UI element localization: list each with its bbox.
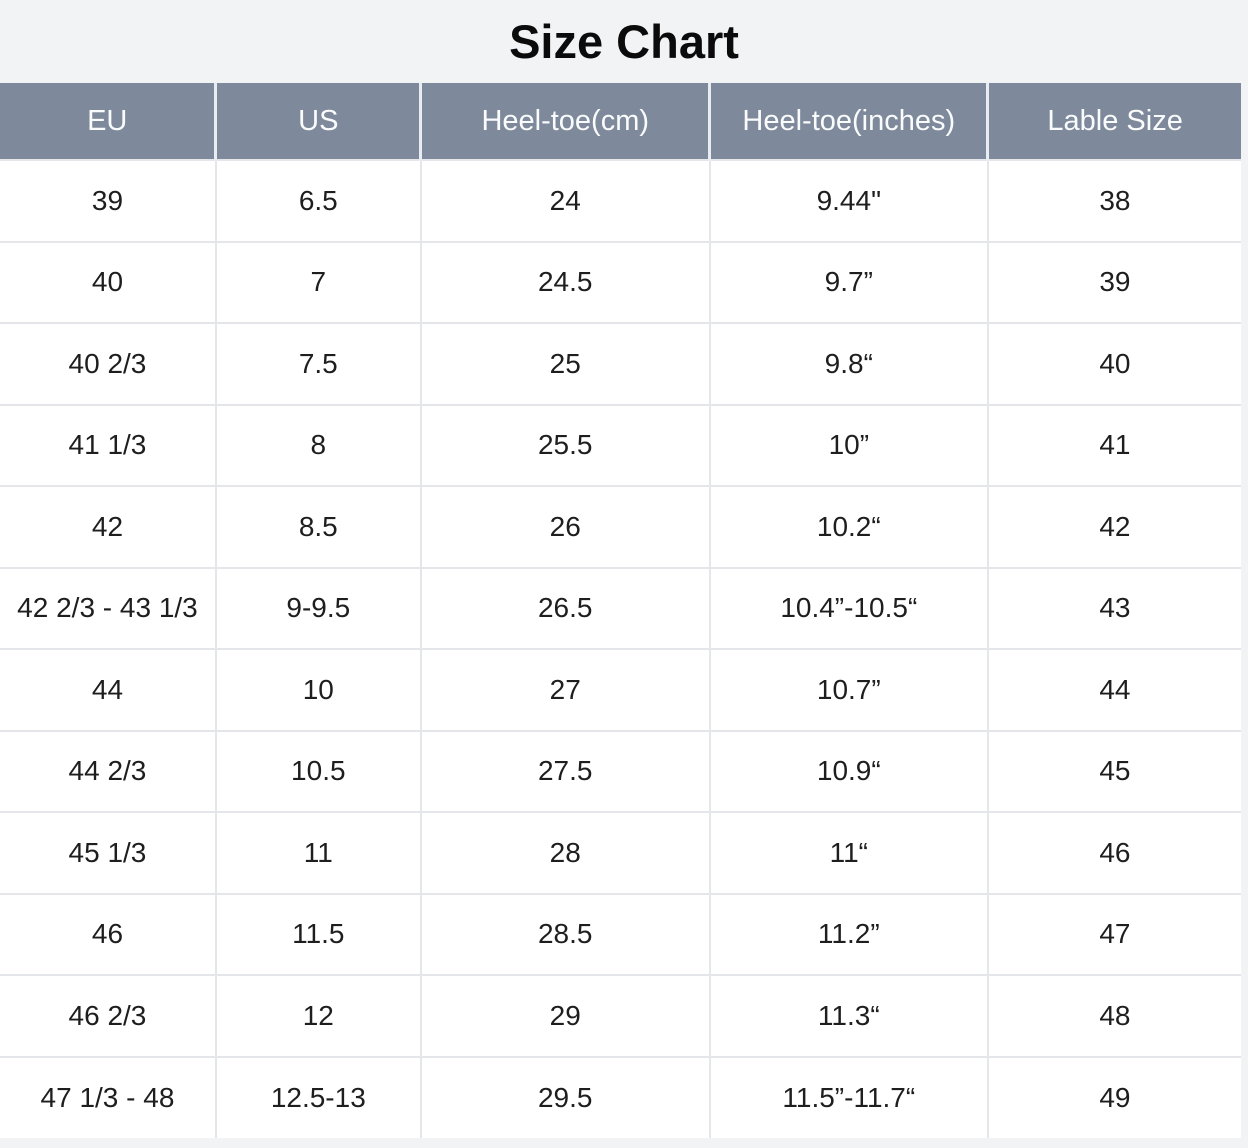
table-cell: 12.5-13 bbox=[214, 1055, 421, 1138]
table-row: 40 7 24.5 9.7” 39 bbox=[0, 240, 1241, 323]
column-header-inches: Heel-toe(inches) bbox=[708, 83, 988, 160]
table-row: 41 1/3 8 25.5 10” 41 bbox=[0, 403, 1241, 486]
table-row: 39 6.5 24 9.44" 38 bbox=[0, 159, 1241, 242]
table-cell: 12 bbox=[214, 974, 421, 1057]
table-cell: 28.5 bbox=[419, 892, 710, 975]
table-cell: 26.5 bbox=[419, 566, 710, 649]
table-cell: 49 bbox=[986, 1055, 1241, 1138]
table-cell: 8.5 bbox=[214, 485, 421, 568]
table-cell: 9.44" bbox=[708, 159, 988, 242]
page-title: Size Chart bbox=[509, 15, 739, 68]
table-cell: 48 bbox=[986, 974, 1241, 1057]
table-cell: 11.2” bbox=[708, 892, 988, 975]
table-cell: 41 bbox=[986, 403, 1241, 486]
table-cell: 10 bbox=[214, 648, 421, 731]
table-cell: 8 bbox=[214, 403, 421, 486]
table-cell: 38 bbox=[986, 159, 1241, 242]
table-cell: 42 bbox=[0, 485, 216, 568]
table-cell: 39 bbox=[986, 240, 1241, 323]
table-cell: 46 bbox=[0, 892, 216, 975]
table-cell: 10.7” bbox=[708, 648, 988, 731]
table-cell: 10” bbox=[708, 403, 988, 486]
table-cell: 10.4”-10.5“ bbox=[708, 566, 988, 649]
table-cell: 10.2“ bbox=[708, 485, 988, 568]
table-cell: 43 bbox=[986, 566, 1241, 649]
size-table-body: 39 6.5 24 9.44" 38 40 7 24.5 9.7” 39 40 2/3 7.5 25 9.… bbox=[0, 159, 1241, 1138]
column-header-eu: EU bbox=[0, 83, 216, 160]
table-header-row: EU US Heel-toe(cm) Heel-toe(inches) Labl… bbox=[0, 83, 1241, 160]
table-cell: 28 bbox=[419, 811, 710, 894]
size-chart-table: EU US Heel-toe(cm) Heel-toe(inches) Labl… bbox=[0, 83, 1241, 1138]
table-row: 40 2/3 7.5 25 9.8“ 40 bbox=[0, 322, 1241, 405]
table-cell: 40 bbox=[0, 240, 216, 323]
table-cell: 6.5 bbox=[214, 159, 421, 242]
table-cell: 25.5 bbox=[419, 403, 710, 486]
table-row: 46 2/3 12 29 11.3“ 48 bbox=[0, 974, 1241, 1057]
table-cell: 42 bbox=[986, 485, 1241, 568]
table-cell: 46 2/3 bbox=[0, 974, 216, 1057]
table-row: 42 2/3 - 43 1/3 9-9.5 26.5 10.4”-10.5“ 43 bbox=[0, 566, 1241, 649]
table-cell: 7 bbox=[214, 240, 421, 323]
table-row: 44 10 27 10.7” 44 bbox=[0, 648, 1241, 731]
title-bar: Size Chart bbox=[0, 0, 1248, 83]
table-header: EU US Heel-toe(cm) Heel-toe(inches) Labl… bbox=[0, 83, 1241, 160]
table-cell: 44 bbox=[0, 648, 216, 731]
table-cell: 44 2/3 bbox=[0, 729, 216, 812]
table-cell: 44 bbox=[986, 648, 1241, 731]
table-row: 47 1/3 - 48 12.5-13 29.5 11.5”-11.7“ 49 bbox=[0, 1055, 1241, 1138]
table-row: 46 11.5 28.5 11.2” 47 bbox=[0, 892, 1241, 975]
table-cell: 42 2/3 - 43 1/3 bbox=[0, 566, 216, 649]
table-cell: 29 bbox=[419, 974, 710, 1057]
table-cell: 9.8“ bbox=[708, 322, 988, 405]
table-cell: 24 bbox=[419, 159, 710, 242]
table-cell: 9-9.5 bbox=[214, 566, 421, 649]
table-cell: 47 1/3 - 48 bbox=[0, 1055, 216, 1138]
table-cell: 29.5 bbox=[419, 1055, 710, 1138]
column-header-label: Lable Size bbox=[986, 83, 1241, 160]
table-cell: 11“ bbox=[708, 811, 988, 894]
table-cell: 11.3“ bbox=[708, 974, 988, 1057]
table-cell: 7.5 bbox=[214, 322, 421, 405]
table-cell: 27 bbox=[419, 648, 710, 731]
table-cell: 47 bbox=[986, 892, 1241, 975]
table-cell: 10.5 bbox=[214, 729, 421, 812]
table-row: 42 8.5 26 10.2“ 42 bbox=[0, 485, 1241, 568]
table-row: 45 1/3 11 28 11“ 46 bbox=[0, 811, 1241, 894]
table-cell: 11.5”-11.7“ bbox=[708, 1055, 988, 1138]
table-cell: 46 bbox=[986, 811, 1241, 894]
column-header-cm: Heel-toe(cm) bbox=[419, 83, 710, 160]
table-cell: 10.9“ bbox=[708, 729, 988, 812]
table-cell: 9.7” bbox=[708, 240, 988, 323]
table-cell: 26 bbox=[419, 485, 710, 568]
table-row: 44 2/3 10.5 27.5 10.9“ 45 bbox=[0, 729, 1241, 812]
table-cell: 25 bbox=[419, 322, 710, 405]
table-cell: 24.5 bbox=[419, 240, 710, 323]
table-cell: 11 bbox=[214, 811, 421, 894]
table-cell: 11.5 bbox=[214, 892, 421, 975]
table-cell: 27.5 bbox=[419, 729, 710, 812]
table-cell: 41 1/3 bbox=[0, 403, 216, 486]
table-cell: 40 2/3 bbox=[0, 322, 216, 405]
table-cell: 45 1/3 bbox=[0, 811, 216, 894]
table-cell: 45 bbox=[986, 729, 1241, 812]
column-header-us: US bbox=[214, 83, 421, 160]
table-cell: 39 bbox=[0, 159, 216, 242]
table-cell: 40 bbox=[986, 322, 1241, 405]
